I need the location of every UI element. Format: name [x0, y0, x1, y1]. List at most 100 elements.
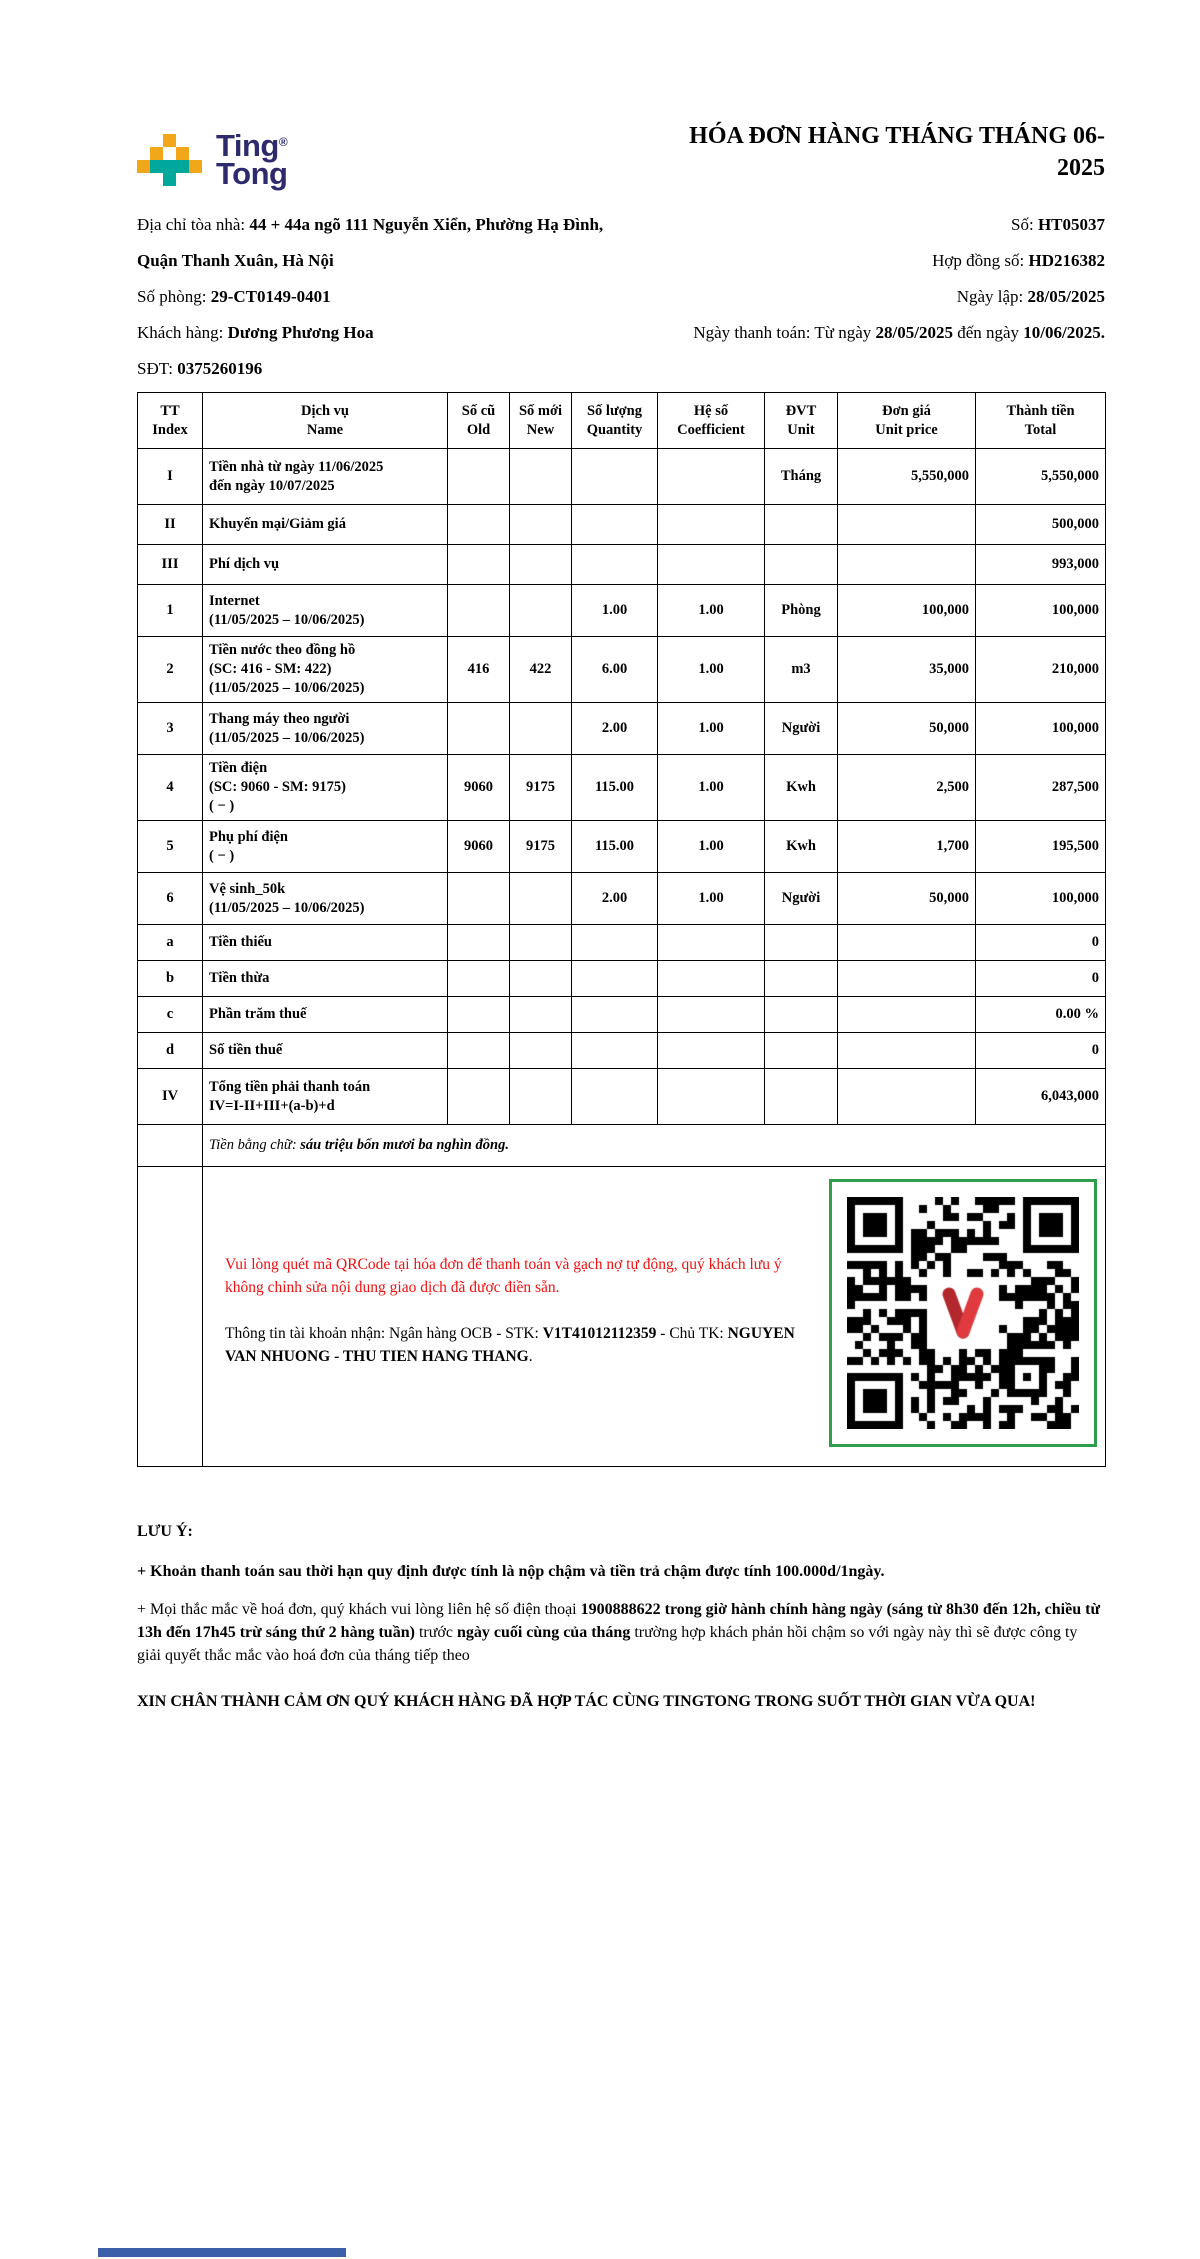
cell-old [447, 960, 510, 997]
cell-tt: b [137, 960, 203, 997]
cell-old [447, 872, 510, 925]
cell-new [509, 996, 572, 1033]
cell-name: Tiền nước theo đồng hồ (SC: 416 - SM: 422… [202, 636, 448, 703]
cell-total: 0 [975, 924, 1106, 961]
cell-tt: 4 [137, 754, 203, 821]
cell-coef [657, 448, 765, 505]
cell-old: 416 [447, 636, 510, 703]
tingtong-logo-text: Ting® Tong [216, 128, 288, 191]
cell-qty: 1.00 [571, 584, 658, 637]
cell-qty: 115.00 [571, 754, 658, 821]
cell-coef: 1.00 [657, 584, 765, 637]
cell-name: Internet (11/05/2025 – 10/06/2025) [202, 584, 448, 637]
invoice-table: TT Index Dịch vụ Name Số cũ Old Số mới New Số lư… [137, 392, 1106, 1467]
cell-unit [764, 544, 838, 585]
issue-date: Ngày lập: 28/05/2025 [956, 287, 1105, 306]
cell-total: 0 [975, 1032, 1106, 1069]
cell-coef: 1.00 [657, 636, 765, 703]
cell-total: 0 [975, 960, 1106, 997]
qr-code-canvas [847, 1197, 1079, 1429]
cell-total: 5,550,000 [975, 448, 1106, 505]
cell-new: 9175 [509, 820, 572, 873]
cell-qty: 2.00 [571, 702, 658, 755]
cell-coef [657, 504, 765, 545]
cell-tt: IV [137, 1068, 203, 1125]
cell-tt: a [137, 924, 203, 961]
tingtong-logo-icon [137, 134, 202, 186]
cell-unit: Người [764, 702, 838, 755]
table-row: b Tiền thừa 0 [137, 960, 1106, 997]
cell-old [447, 584, 510, 637]
cell-name: Phần trăm thuế [202, 996, 448, 1033]
cell-unit [764, 996, 838, 1033]
cell-new [509, 544, 572, 585]
cell-total: 100,000 [975, 702, 1106, 755]
amount-in-words-row: Tiền bằng chữ: sáu triệu bốn mươi ba ngh… [137, 1124, 1106, 1167]
cell-qty [571, 504, 658, 545]
cell-price [837, 1032, 976, 1069]
cell-unit: Người [764, 872, 838, 925]
table-row: 3 Thang máy theo người (11/05/2025 – 10/06… [137, 702, 1106, 755]
cell-tt: I [137, 448, 203, 505]
cell-unit [764, 960, 838, 997]
cell-qty [571, 544, 658, 585]
qr-payment-note: Vui lòng quét mã QRCode tại hóa đơn để t… [225, 1256, 782, 1297]
cell-qty [571, 1032, 658, 1069]
cell-old [447, 1032, 510, 1069]
cell-old [447, 504, 510, 545]
cell-qty: 2.00 [571, 872, 658, 925]
cell-unit [764, 504, 838, 545]
payment-period: Ngày thanh toán: Từ ngày 28/05/2025 đến … [693, 323, 1105, 342]
cell-qty [571, 960, 658, 997]
cell-tt: III [137, 544, 203, 585]
cell-new: 422 [509, 636, 572, 703]
contract-number: Hợp đồng số: HD216382 [932, 251, 1105, 270]
cell-price [837, 924, 976, 961]
cell-coef: 1.00 [657, 820, 765, 873]
cell-tt: c [137, 996, 203, 1033]
table-row: d Số tiền thuế 0 [137, 1032, 1106, 1069]
cell-total: 6,043,000 [975, 1068, 1106, 1125]
cell-price: 2,500 [837, 754, 976, 821]
tingtong-logo: Ting® Tong [137, 128, 288, 191]
cell-old [447, 924, 510, 961]
cell-name: Phí dịch vụ [202, 544, 448, 585]
cell-tt: 6 [137, 872, 203, 925]
cell-old: 9060 [447, 754, 510, 821]
column-header: TT Index [137, 392, 203, 449]
cell-total: 0.00 % [975, 996, 1106, 1033]
cell-name: Số tiền thuế [202, 1032, 448, 1069]
cell-unit: Kwh [764, 820, 838, 873]
cell-unit: m3 [764, 636, 838, 703]
cell-coef [657, 924, 765, 961]
cell-tt: II [137, 504, 203, 545]
building-address: Địa chỉ tòa nhà: 44 + 44a ngõ 111 Nguyễn… [137, 215, 604, 234]
cell-name: Tiền thiếu [202, 924, 448, 961]
cell-price: 50,000 [837, 702, 976, 755]
cell-unit [764, 1032, 838, 1069]
cell-coef [657, 996, 765, 1033]
bottom-blue-strip [98, 2248, 346, 2257]
cell-old [447, 996, 510, 1033]
cell-old [447, 448, 510, 505]
qr-code [829, 1179, 1097, 1447]
cell-price [837, 996, 976, 1033]
room-number: Số phòng: 29-CT0149-0401 [137, 287, 331, 306]
cell-qty: 6.00 [571, 636, 658, 703]
cell-total: 210,000 [975, 636, 1106, 703]
cell-new [509, 1032, 572, 1069]
cell-coef: 1.00 [657, 872, 765, 925]
column-header: Dịch vụ Name [202, 392, 448, 449]
cell-old [447, 544, 510, 585]
table-row: IV Tổng tiền phải thanh toán IV=I-II+III+(… [137, 1068, 1106, 1125]
table-row: II Khuyến mại/Giảm giá 500,000 [137, 504, 1106, 545]
customer-phone: SĐT: 0375260196 [137, 359, 263, 378]
cell-old [447, 1068, 510, 1125]
table-row: III Phí dịch vụ 993,000 [137, 544, 1106, 585]
cell-empty [137, 1166, 203, 1467]
cell-coef: 1.00 [657, 754, 765, 821]
cell-coef [657, 960, 765, 997]
cell-qty [571, 996, 658, 1033]
cell-price [837, 544, 976, 585]
